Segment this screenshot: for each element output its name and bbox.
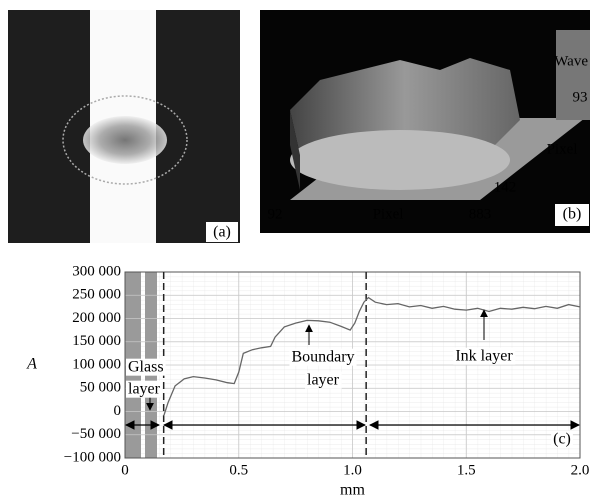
axis-label: Pixel: [373, 206, 404, 222]
panel-c: −100 000 −50 000 0 50 000 100 000 150 000 200 …: [26, 263, 589, 498]
axis-label: Wave: [554, 53, 588, 69]
y-tick-label: 150 000: [72, 333, 121, 349]
x-axis-label: mm: [340, 482, 365, 499]
annotation: Boundary: [291, 349, 354, 366]
x-tick-label: 2.0: [571, 462, 590, 478]
y-tick-label: −50 000: [71, 426, 121, 442]
y-tick-label: 50 000: [80, 380, 121, 396]
tick-label: 93: [573, 89, 588, 105]
x-tick-label: 0.5: [229, 462, 248, 478]
tick-label: 142: [494, 179, 517, 195]
panel-label: (a): [213, 224, 231, 241]
y-tick-label: 250 000: [72, 287, 121, 303]
y-tick-label: −100 000: [64, 449, 121, 465]
tick-label: 883: [469, 206, 492, 222]
x-tick-label: 0: [121, 462, 129, 478]
y-tick-label: 200 000: [72, 310, 121, 326]
color-bar: [556, 30, 590, 120]
axis-label: Pixel: [547, 141, 578, 157]
panel-label: (b): [563, 206, 582, 223]
annotation: Ink layer: [455, 348, 513, 365]
panel-b: Wave 93 Pixel 142 92 Pixel 883 (b): [260, 10, 590, 233]
figure: (a) Wave 93 Pixel 142 92 Pixel 883 (b) −…: [0, 0, 611, 500]
panel-a: (a): [8, 10, 240, 243]
x-tick-label: 1.5: [457, 462, 476, 478]
y-tick-label: 100 000: [72, 356, 121, 372]
y-tick-label: 0: [114, 403, 122, 419]
annotation: (c): [553, 431, 571, 448]
surface-front: [290, 130, 510, 190]
annotation: layer: [307, 372, 340, 389]
annotation: Glass: [128, 359, 164, 376]
y-tick-label: 300 000: [72, 263, 121, 279]
annotation: layer: [128, 381, 161, 398]
x-tick-label: 1.0: [343, 462, 362, 478]
tick-label: 92: [268, 206, 283, 222]
y-axis-label: A: [26, 356, 37, 373]
ink-region: [83, 116, 167, 164]
